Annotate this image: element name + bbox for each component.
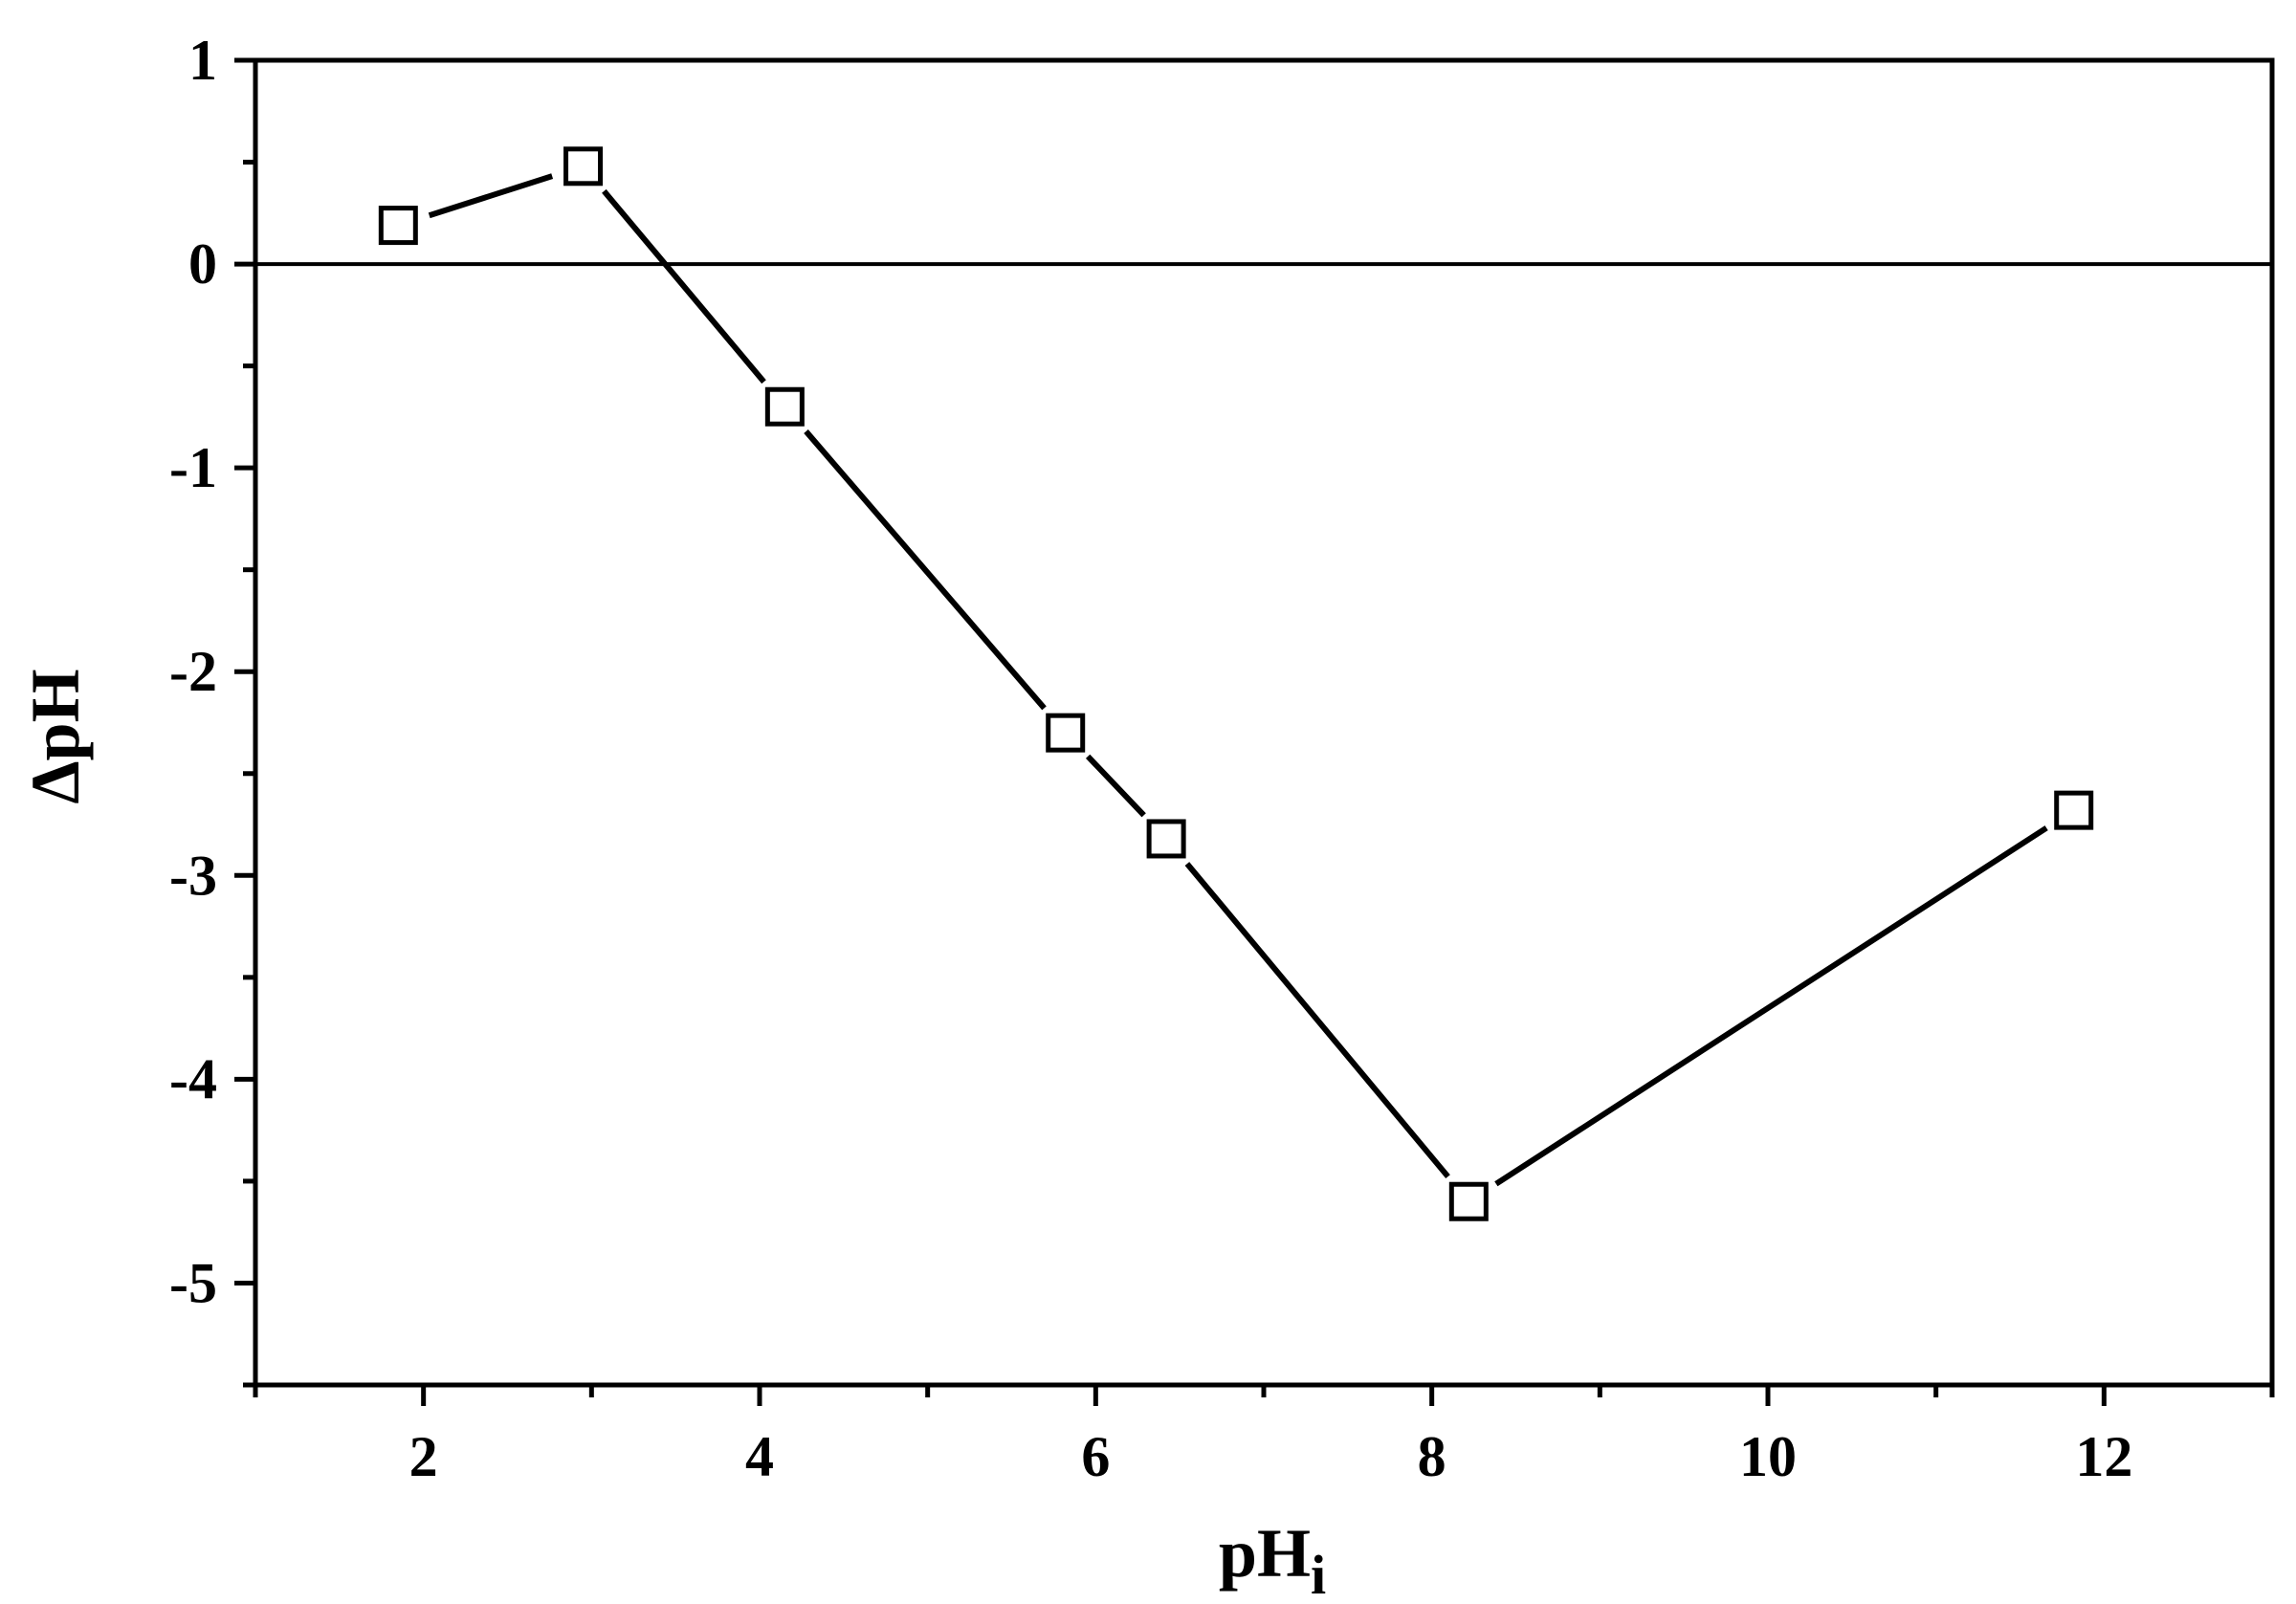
line-segment [1085, 754, 1146, 818]
y-tick-label: -5 [169, 1251, 217, 1314]
x-tick-label: 8 [1418, 1425, 1446, 1488]
x-axis-title-subscript: i [1311, 1544, 1326, 1604]
series-line [428, 173, 2048, 1187]
x-axis-ticks [253, 1385, 2275, 1406]
line-segment [804, 429, 1047, 711]
line-segment [1494, 825, 2048, 1187]
y-tick-label: 0 [188, 232, 217, 296]
data-point-marker [2054, 790, 2094, 830]
line-segment [428, 173, 554, 219]
data-point-marker [764, 386, 805, 427]
y-tick-label: -4 [169, 1047, 217, 1110]
x-axis-tick-labels: 2 4 6 8 10 12 [409, 1425, 2133, 1488]
x-tick-label: 6 [1081, 1425, 1110, 1488]
series-markers [378, 146, 2094, 1221]
data-point-marker [378, 206, 418, 246]
x-tick-label: 4 [745, 1425, 774, 1488]
y-tick-label: 1 [188, 29, 217, 92]
y-tick-label: -2 [169, 640, 217, 703]
line-segment [602, 188, 766, 385]
y-axis-tick-labels: 1 0 -1 -2 -3 -4 -5 [169, 29, 217, 1314]
line-segment [1184, 862, 1450, 1179]
y-tick-label: -3 [169, 844, 217, 907]
x-tick-label: 10 [1739, 1425, 1797, 1488]
data-point-marker [1448, 1181, 1489, 1221]
y-axis-ticks [234, 57, 255, 1388]
data-point-marker [1146, 819, 1186, 859]
data-point-marker [563, 146, 604, 187]
x-axis-title: pHi [1219, 1515, 1326, 1604]
y-tick-label: -1 [169, 436, 217, 499]
y-axis-title: ΔpH [17, 669, 94, 803]
x-tick-label: 12 [2075, 1425, 2132, 1488]
x-tick-label: 2 [409, 1425, 438, 1488]
data-point-marker [1046, 713, 1086, 753]
plot-frame [253, 57, 2275, 1388]
